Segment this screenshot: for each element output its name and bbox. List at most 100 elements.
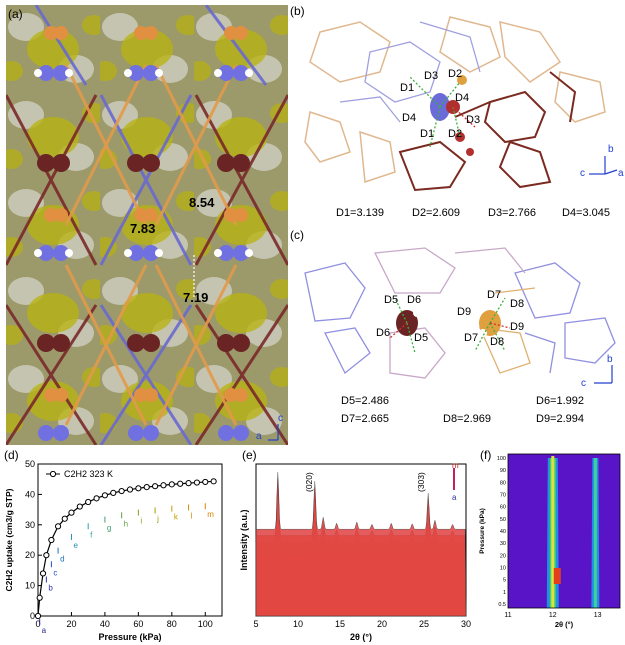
panel-c-structure (304, 247, 616, 379)
atom-label: D4 (455, 92, 470, 104)
panel-e-label: (e) (242, 448, 257, 462)
x-tick-label: 20 (377, 619, 387, 629)
panel-d-label: (d) (4, 448, 19, 462)
pxrd-chart: 5 10 15 20 25 30 2θ (°) Intensity (a.u.) (020) (3… (239, 461, 471, 642)
plot-frame (507, 453, 621, 609)
distance-label-3: 7.19 (183, 290, 209, 305)
data-point (61, 515, 68, 522)
distance-d1: D1=3.139 (336, 207, 385, 219)
y-tick-label: 50 (500, 517, 506, 523)
axis-c-label: c (581, 378, 586, 389)
atom-label: D4 (402, 112, 417, 124)
axis-b-label: b (608, 144, 614, 155)
data-point (93, 495, 100, 502)
distance-d2: D2=2.609 (412, 207, 461, 219)
distance-d8: D8=2.969 (443, 413, 492, 425)
data-point (48, 536, 55, 544)
data-point (110, 489, 117, 496)
distance-label-1: 8.54 (189, 195, 215, 210)
x-tick-label: 40 (100, 619, 110, 629)
marker-letter: j (156, 514, 159, 523)
x-axis-label: Pressure (kPa) (98, 632, 161, 642)
x-tick-label: 80 (167, 619, 177, 629)
marker-letter: b (48, 583, 53, 592)
axis-indicator-c (594, 365, 613, 384)
data-point (101, 492, 109, 499)
contour-band (551, 456, 555, 608)
panel-a-structure: (a) 8.54 7.83 7.19 c a (6, 5, 288, 445)
atom-label: D1 (400, 82, 415, 94)
data-point (151, 483, 159, 490)
y-tick-label: 10 (25, 581, 35, 591)
atom-label: D6 (376, 327, 391, 339)
legend-bottom-label: a (452, 493, 457, 502)
y-tick-label: 1 (503, 590, 506, 596)
atom-label: D5 (414, 332, 429, 344)
atom-label: D9 (457, 306, 472, 318)
axis-indicator-a (268, 424, 279, 441)
data-point (210, 478, 217, 485)
data-point (160, 482, 167, 489)
data-point (85, 498, 92, 506)
y-tick-label: 40 (25, 489, 35, 499)
x-tick-label: 10 (293, 619, 303, 629)
y-tick-label: 10 (500, 566, 506, 572)
y-axis-label: Pressure (kPa) (479, 508, 486, 554)
x-tick-label: 20 (66, 619, 76, 629)
plot-frame (37, 463, 223, 617)
atom-label: D5 (384, 294, 399, 306)
data-point (54, 523, 62, 530)
contour-band (593, 458, 597, 608)
y-axis-label: C2H2 uptake (cm3/g STP) (4, 488, 14, 591)
y-tick-label: 5 (503, 578, 506, 584)
pxrd-series (255, 472, 467, 617)
y-tick-label: 90 (500, 468, 506, 474)
atom-label: D8 (490, 336, 505, 348)
marker-letter: f (90, 530, 93, 539)
marker-letter: i (140, 517, 142, 526)
marker-letter: e (73, 541, 78, 550)
x-tick-label: 60 (133, 619, 143, 629)
axis-c-label: c (580, 168, 585, 179)
distance-d9: D9=2.994 (536, 413, 585, 425)
crystal-packing-image (6, 5, 288, 445)
legend-top-label: m (452, 461, 459, 470)
marker-letter: a (42, 626, 47, 635)
atom-label: D8 (510, 298, 525, 310)
distance-d4: D4=3.045 (562, 207, 611, 219)
x-tick-label: 25 (419, 619, 429, 629)
marker-letter: g (107, 524, 111, 533)
atom-label: D6 (407, 294, 422, 306)
y-axis-label: Intensity (a.u.) (239, 509, 249, 570)
panel-d: (d) 0 20 40 60 80 100 0 10 20 30 40 50 Pressure (kPa… (0, 448, 235, 645)
data-point (185, 480, 192, 487)
atom-label: D9 (510, 321, 525, 333)
data-point (76, 503, 83, 510)
data-point (126, 486, 134, 493)
data-point (39, 570, 47, 577)
x-tick-label: 5 (253, 619, 258, 629)
y-tick-label: 100 (497, 456, 506, 462)
data-point (68, 509, 75, 516)
atom-label: D7 (464, 332, 479, 344)
axis-c-label: c (278, 413, 283, 424)
axis-b-label: b (607, 354, 613, 365)
x-tick-label: 12 (549, 612, 557, 619)
x-tick-label: 13 (594, 612, 602, 619)
y-tick-label: 30 (500, 541, 506, 547)
panel-a-label: (a) (8, 7, 23, 21)
axis-indicator-b (589, 156, 618, 175)
y-tick-label: 50 (25, 459, 35, 469)
data-point (34, 612, 42, 620)
panel-b-label: (b) (290, 4, 305, 18)
isotherm-chart: 0 20 40 60 80 100 0 10 20 30 40 50 Pressure (kPa) C2H… (4, 459, 223, 642)
x-axis-label: 2θ (°) (350, 632, 372, 642)
atom-label: D2 (448, 68, 463, 80)
x-tick-label: 15 (335, 619, 345, 629)
x-tick-label: 0 (35, 619, 40, 629)
marker-letter: k (174, 513, 179, 522)
data-point (177, 480, 184, 487)
data-point (193, 479, 201, 486)
marker-letter: l (191, 511, 193, 520)
peak-label: (020) (304, 472, 314, 492)
